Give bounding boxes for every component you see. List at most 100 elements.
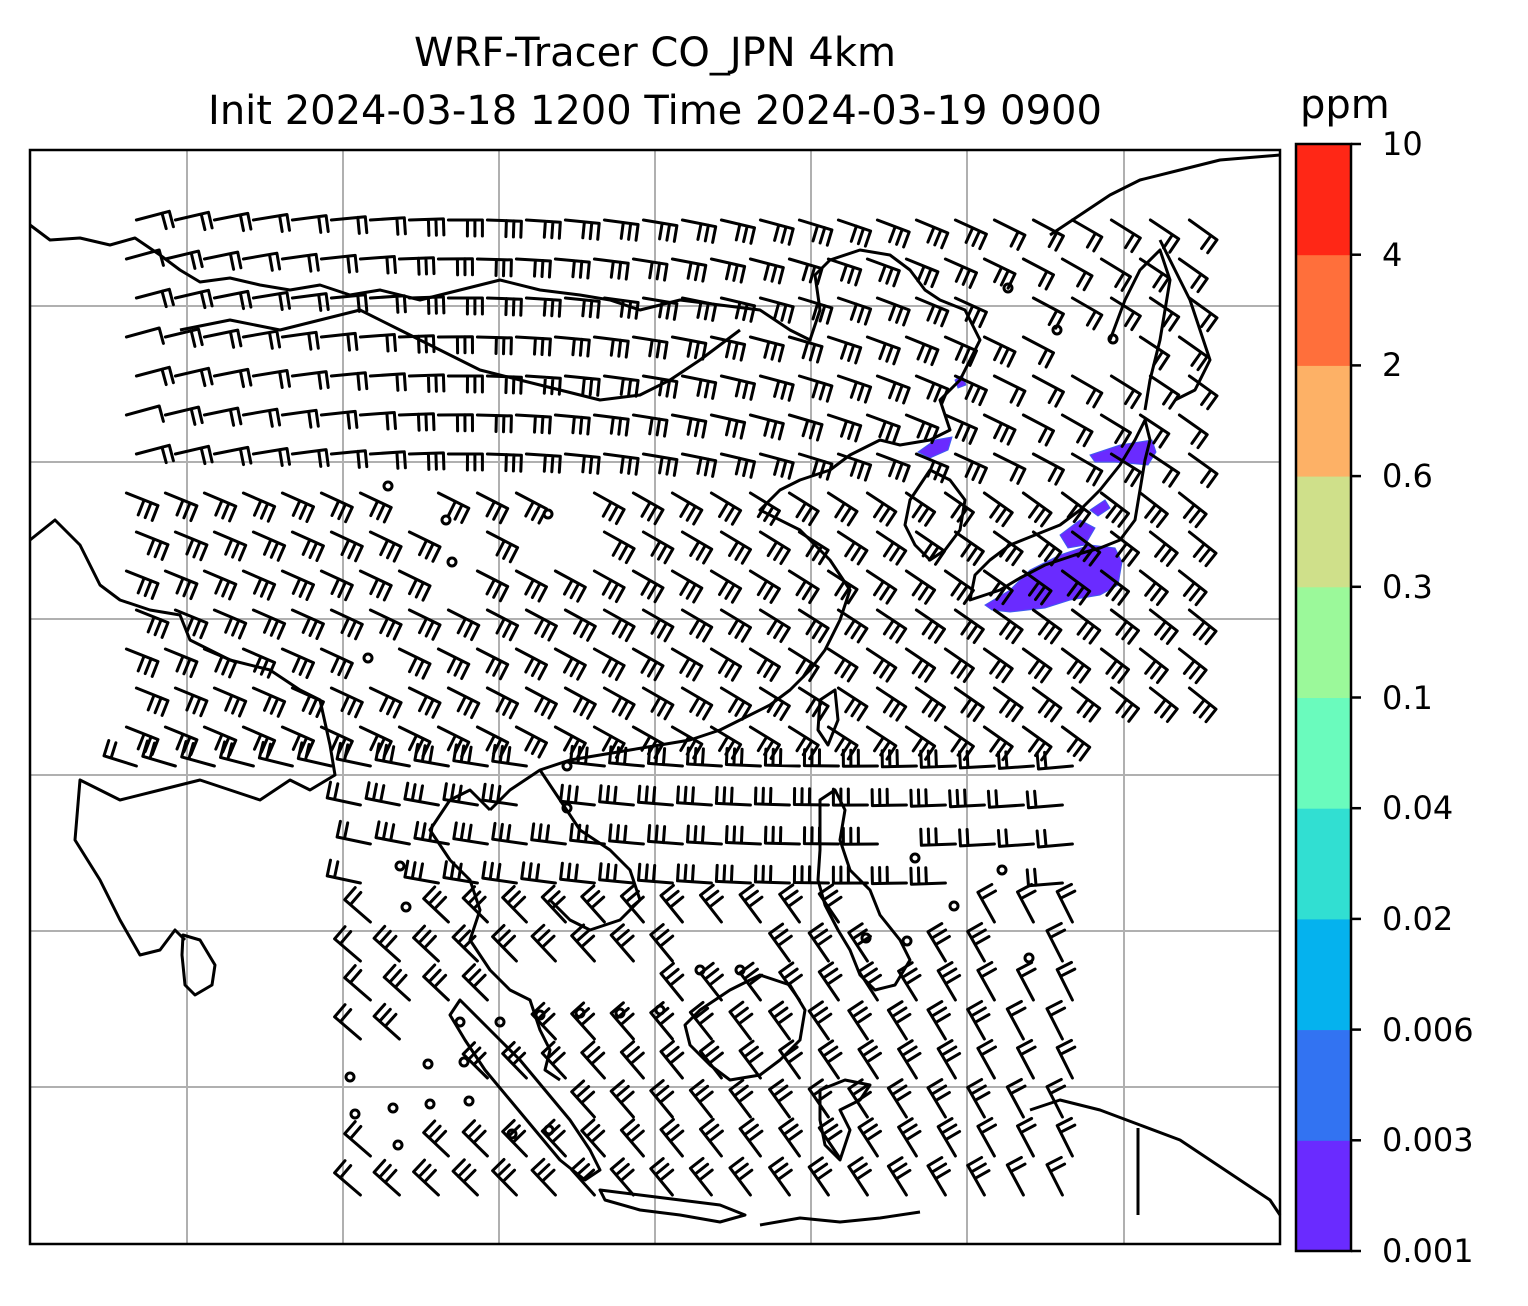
wind-barb bbox=[649, 923, 675, 963]
wind-barb bbox=[1177, 413, 1209, 450]
wind-barb bbox=[897, 961, 922, 1002]
wind-barb bbox=[936, 1039, 962, 1080]
wind-barb bbox=[875, 608, 908, 644]
wind-barb bbox=[553, 725, 587, 759]
wind-barb bbox=[1005, 1156, 1027, 1197]
wind-barb bbox=[841, 748, 879, 768]
calm-wind-marker bbox=[506, 1128, 518, 1140]
wind-barb bbox=[758, 296, 795, 324]
wind-barb bbox=[241, 251, 282, 272]
wind-barb bbox=[670, 647, 704, 682]
wind-barb bbox=[1109, 218, 1142, 254]
wind-barb bbox=[641, 296, 679, 321]
wind-barb bbox=[540, 884, 567, 924]
wind-barb bbox=[1099, 491, 1130, 528]
wind-barb bbox=[1031, 608, 1063, 645]
wind-barb bbox=[290, 530, 325, 562]
wind-barb bbox=[709, 725, 743, 760]
wind-barb bbox=[485, 374, 523, 395]
wind-barb bbox=[436, 413, 474, 433]
wind-barb bbox=[709, 335, 747, 362]
colorbar-segment bbox=[1296, 365, 1351, 477]
wind-barb bbox=[914, 374, 950, 406]
wind-barb bbox=[485, 686, 520, 720]
wind-barb bbox=[792, 787, 830, 807]
calm-wind-marker bbox=[996, 864, 1008, 876]
wind-barb bbox=[475, 335, 513, 356]
wind-barb bbox=[1138, 647, 1169, 684]
wind-barb bbox=[699, 1117, 724, 1158]
wind-barb bbox=[368, 686, 403, 719]
wind-barb bbox=[919, 827, 957, 847]
wind-barb bbox=[333, 925, 362, 963]
wind-barb bbox=[280, 647, 315, 679]
wind-barb bbox=[763, 825, 801, 846]
wind-barb bbox=[886, 1000, 912, 1041]
wind-barb bbox=[290, 448, 330, 468]
wind-barb bbox=[875, 686, 908, 722]
wind-barb bbox=[875, 296, 911, 327]
wind-barb bbox=[797, 218, 834, 247]
wind-barb bbox=[1138, 413, 1171, 449]
wind-barb bbox=[1035, 750, 1074, 771]
wind-barb bbox=[719, 374, 756, 401]
wind-barb bbox=[1187, 374, 1219, 411]
wind-barb bbox=[436, 335, 474, 355]
wind-barb bbox=[904, 413, 940, 445]
wind-barb bbox=[1021, 647, 1053, 684]
wind-barb bbox=[787, 491, 820, 527]
wind-barb bbox=[102, 739, 138, 768]
calm-wind-marker bbox=[422, 1058, 434, 1070]
wind-barb bbox=[530, 822, 567, 846]
wind-barb bbox=[514, 413, 552, 435]
colorbar-segment bbox=[1296, 808, 1351, 920]
wind-barb bbox=[364, 781, 401, 807]
wind-barb bbox=[1109, 530, 1140, 567]
wind-barb bbox=[787, 335, 824, 364]
wind-barb bbox=[904, 647, 937, 683]
map-frame bbox=[28, 148, 1282, 1246]
wind-barb bbox=[787, 725, 820, 761]
wind-barb bbox=[202, 250, 243, 271]
calm-wind-marker bbox=[494, 1016, 506, 1028]
wind-barb bbox=[688, 1000, 714, 1041]
wind-barb bbox=[1148, 452, 1181, 488]
wind-barb bbox=[1177, 257, 1209, 294]
wind-barb bbox=[836, 452, 873, 482]
wind-barb bbox=[563, 686, 597, 720]
wind-barb bbox=[936, 961, 962, 1002]
calm-wind-marker bbox=[534, 1009, 546, 1021]
wind-barb bbox=[485, 296, 523, 317]
wind-barb bbox=[797, 530, 830, 566]
wind-barb bbox=[992, 608, 1024, 645]
plume-hokkaido bbox=[1089, 439, 1157, 466]
wind-barb bbox=[1031, 218, 1065, 252]
wind-barb bbox=[290, 214, 330, 234]
wind-barb bbox=[709, 647, 743, 682]
wind-barb bbox=[407, 295, 446, 315]
wind-barb bbox=[836, 296, 873, 326]
wind-barb bbox=[1060, 413, 1094, 448]
wind-barb bbox=[212, 686, 248, 718]
wind-barb bbox=[865, 257, 901, 288]
wind-barb bbox=[407, 373, 446, 393]
wind-barb bbox=[1021, 491, 1053, 528]
wind-barb bbox=[836, 686, 869, 722]
wind-barb bbox=[251, 530, 287, 562]
wind-barb bbox=[475, 569, 510, 603]
calm-wind-marker bbox=[392, 1139, 404, 1151]
wind-barb bbox=[865, 491, 898, 527]
wind-barb bbox=[680, 218, 718, 244]
wind-barb bbox=[709, 569, 743, 604]
wind-barb bbox=[1045, 999, 1067, 1041]
wind-barb bbox=[943, 647, 975, 683]
wind-barb bbox=[212, 211, 253, 233]
wind-barb bbox=[659, 884, 685, 924]
calm-wind-marker bbox=[349, 1108, 361, 1120]
wind-barb bbox=[485, 608, 520, 642]
wind-barb bbox=[909, 866, 947, 886]
wind-barb bbox=[413, 820, 450, 846]
wind-barb bbox=[953, 608, 985, 644]
wind-barb bbox=[343, 886, 372, 924]
wind-barb bbox=[966, 1156, 991, 1197]
